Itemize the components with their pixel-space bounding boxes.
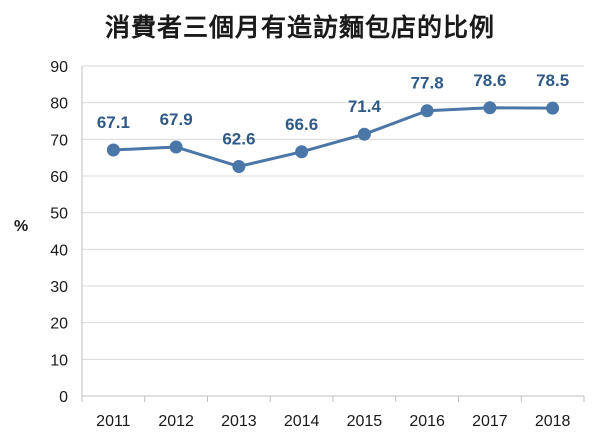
data-labels: 67.1 67.9 62.6 66.6 71.4 77.8 78.6 78.5 xyxy=(97,71,569,149)
x-tick-label: 2012 xyxy=(158,413,194,430)
data-point xyxy=(232,159,246,173)
x-tick-labels: 2011 2012 2013 2014 2015 2016 2017 2018 xyxy=(96,413,570,430)
data-label: 62.6 xyxy=(222,129,255,148)
series-line xyxy=(113,106,553,168)
data-point xyxy=(357,127,371,141)
data-point xyxy=(106,143,120,157)
data-point xyxy=(483,101,497,115)
x-tick-label: 2017 xyxy=(472,413,508,430)
data-point xyxy=(169,140,183,154)
chart-title: 消費者三個月有造訪麵包店的比例 xyxy=(104,13,495,42)
x-tick-label: 2015 xyxy=(347,413,383,430)
data-label: 78.6 xyxy=(473,71,506,90)
series-line xyxy=(113,106,553,168)
y-tick-label: 40 xyxy=(50,242,68,259)
y-tick-label: 60 xyxy=(50,169,68,186)
x-tick-label: 2016 xyxy=(409,413,445,430)
y-tick-label: 80 xyxy=(50,96,68,113)
y-tick-label: 20 xyxy=(50,316,68,333)
y-tick-label: 90 xyxy=(50,59,68,76)
data-label: 77.8 xyxy=(411,74,444,93)
y-axis-label: % xyxy=(14,218,29,235)
y-tick-label: 10 xyxy=(50,352,68,369)
gridlines xyxy=(82,65,584,360)
data-label: 71.4 xyxy=(348,97,382,116)
y-tick-label: 70 xyxy=(50,132,68,149)
x-tick-label: 2018 xyxy=(535,413,571,430)
data-label: 67.9 xyxy=(160,110,193,129)
y-tick-label: 30 xyxy=(50,279,68,296)
data-point xyxy=(295,145,309,159)
data-label: 67.1 xyxy=(97,113,130,132)
x-tick-label: 2011 xyxy=(96,413,131,430)
x-tick-label: 2014 xyxy=(284,413,320,430)
data-label: 78.5 xyxy=(536,71,569,90)
data-point xyxy=(546,101,560,115)
data-label: 66.6 xyxy=(285,115,318,134)
axes xyxy=(81,66,585,402)
series-markers xyxy=(106,101,560,173)
y-tick-label: 50 xyxy=(50,206,68,223)
y-tick-label: 0 xyxy=(59,389,68,406)
data-point xyxy=(420,104,434,118)
y-tick-labels: 0 10 20 30 40 50 60 70 80 90 xyxy=(50,59,68,406)
x-tick-label: 2013 xyxy=(221,413,257,430)
